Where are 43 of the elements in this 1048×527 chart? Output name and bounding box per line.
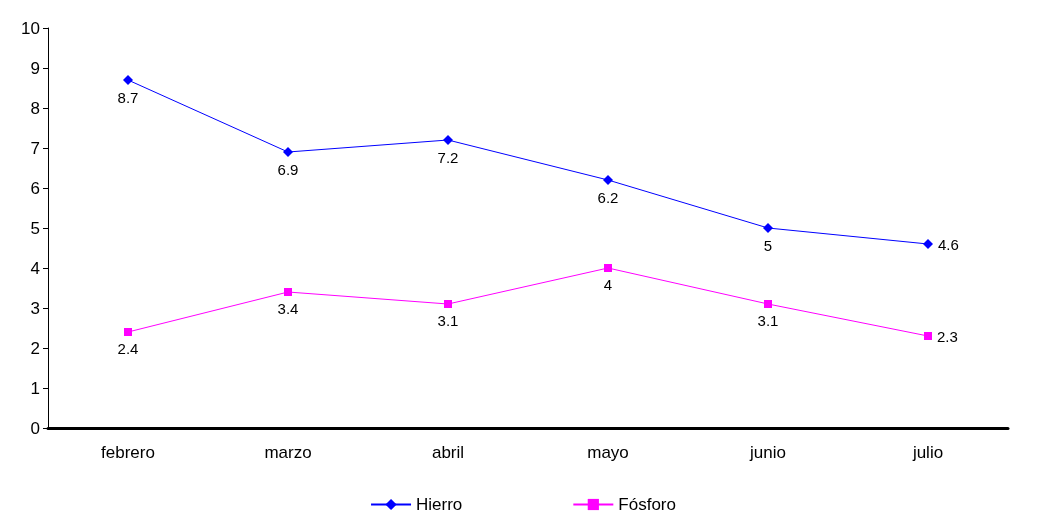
y-tick-label: 9 bbox=[30, 58, 40, 78]
y-tick-label: 10 bbox=[21, 18, 40, 38]
data-label: 4.6 bbox=[938, 235, 959, 253]
x-tick-label: abril bbox=[431, 443, 465, 462]
y-tick-label: 2 bbox=[30, 338, 40, 358]
point bbox=[443, 135, 453, 145]
x-tick-label: mayo bbox=[587, 443, 629, 462]
y-tick-label: 6 bbox=[30, 178, 40, 198]
x-tick-label: febrero bbox=[101, 443, 155, 462]
x-tick-label: marzo bbox=[264, 443, 312, 462]
point bbox=[763, 223, 773, 233]
data-label: 3.1 bbox=[757, 312, 779, 329]
x-tick-label: julio bbox=[911, 443, 944, 462]
point bbox=[123, 75, 133, 85]
point bbox=[124, 328, 132, 336]
y-tick-label: 5 bbox=[30, 218, 40, 238]
data-label: 3.1 bbox=[437, 312, 459, 329]
point bbox=[603, 175, 613, 185]
data-label: 7.2 bbox=[437, 149, 459, 166]
y-tick-label: 4 bbox=[30, 258, 40, 278]
point bbox=[764, 300, 772, 308]
legend-label: Hierro bbox=[416, 495, 463, 514]
data-label: 6.9 bbox=[277, 161, 299, 178]
data-label: 8.7 bbox=[117, 89, 139, 106]
point bbox=[444, 300, 452, 308]
legend-label: Fósforo bbox=[618, 495, 676, 514]
y-tick-label: 8 bbox=[30, 98, 40, 118]
y-tick-label: 3 bbox=[30, 298, 40, 318]
y-tick-label: 7 bbox=[30, 138, 40, 158]
y-tick-label: 0 bbox=[30, 418, 40, 438]
data-label: 3.4 bbox=[277, 300, 299, 317]
data-label: 6.2 bbox=[597, 189, 619, 206]
point bbox=[604, 264, 612, 272]
point bbox=[284, 288, 292, 296]
point bbox=[923, 239, 933, 249]
x-tick-label: junio bbox=[749, 443, 786, 462]
data-label: 2.4 bbox=[117, 340, 139, 357]
data-label: 4 bbox=[603, 276, 613, 293]
y-tick-label: 1 bbox=[30, 378, 40, 398]
data-label: 5 bbox=[763, 237, 773, 254]
point bbox=[924, 332, 932, 340]
data-label: 2.3 bbox=[937, 327, 958, 345]
point bbox=[283, 147, 293, 157]
